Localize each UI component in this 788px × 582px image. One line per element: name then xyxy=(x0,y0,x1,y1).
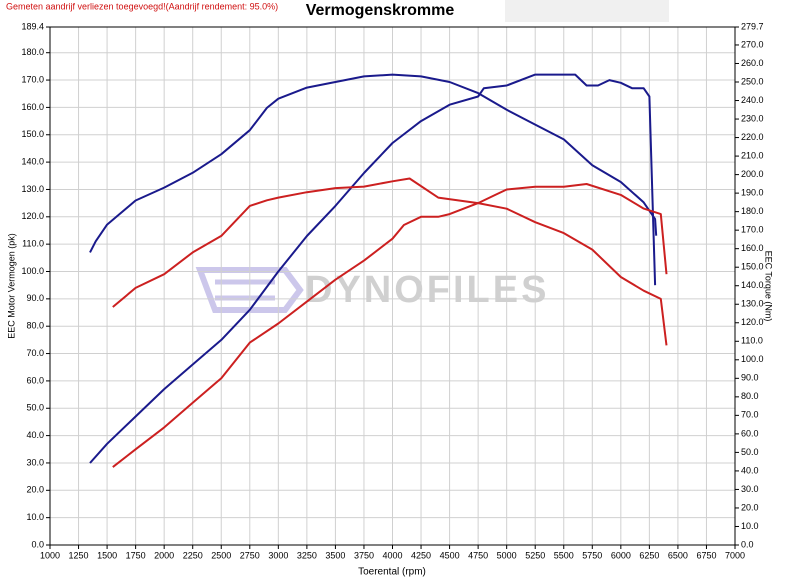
series-line xyxy=(89,73,658,253)
y2-tick-label: 30.0 xyxy=(741,484,759,494)
y2-tick-label: 190.0 xyxy=(741,187,764,197)
x-tick-label: 2250 xyxy=(183,550,203,560)
x-axis-label: Toerental (rpm) xyxy=(358,567,426,578)
x-tick-label: 6000 xyxy=(611,550,631,560)
logo-shape xyxy=(195,267,304,313)
y2-tick-label: 170.0 xyxy=(741,225,764,235)
y-tick-label: 80.0 xyxy=(26,321,44,331)
y-tick-label: 189.4 xyxy=(21,21,44,31)
x-tick-label: 4250 xyxy=(411,550,431,560)
y-tick-label: 30.0 xyxy=(26,457,44,467)
y2-tick-label: 279.7 xyxy=(741,21,764,31)
y-tick-label: 50.0 xyxy=(26,403,44,413)
x-tick-label: 3250 xyxy=(297,550,317,560)
series-line xyxy=(112,183,668,468)
y2-tick-label: 240.0 xyxy=(741,95,764,105)
y2-tick-label: 230.0 xyxy=(741,113,764,123)
y2-tick-label: 150.0 xyxy=(741,262,764,272)
x-tick-label: 4750 xyxy=(468,550,488,560)
y-tick-label: 40.0 xyxy=(26,430,44,440)
x-tick-label: 5000 xyxy=(497,550,517,560)
y2-tick-label: 140.0 xyxy=(741,280,764,290)
y2-tick-label: 220.0 xyxy=(741,132,764,142)
x-tick-label: 2500 xyxy=(211,550,231,560)
y2-axis-label: EEC Torque (Nm) xyxy=(764,251,774,322)
x-tick-label: 4500 xyxy=(440,550,460,560)
x-tick-label: 6250 xyxy=(639,550,659,560)
y2-tick-label: 0.0 xyxy=(741,539,754,549)
x-tick-label: 6500 xyxy=(668,550,688,560)
y2-tick-label: 260.0 xyxy=(741,58,764,68)
y2-tick-label: 20.0 xyxy=(741,502,759,512)
y2-tick-label: 80.0 xyxy=(741,391,759,401)
logo-lines xyxy=(215,279,275,301)
y2-tick-label: 200.0 xyxy=(741,169,764,179)
y-tick-label: 130.0 xyxy=(21,184,44,194)
y-tick-label: 160.0 xyxy=(21,102,44,112)
y2-tick-label: 100.0 xyxy=(741,354,764,364)
y-tick-label: 150.0 xyxy=(21,129,44,139)
x-tick-label: 1000 xyxy=(40,550,60,560)
x-tick-label: 1250 xyxy=(69,550,89,560)
x-tick-label: 5500 xyxy=(554,550,574,560)
y2-tick-label: 40.0 xyxy=(741,465,759,475)
x-tick-label: 7000 xyxy=(725,550,745,560)
x-tick-label: 4000 xyxy=(382,550,402,560)
y2-tick-label: 60.0 xyxy=(741,428,759,438)
header-box xyxy=(505,0,669,22)
x-tick-label: 1500 xyxy=(97,550,117,560)
y-tick-label: 70.0 xyxy=(26,348,44,358)
y2-tick-label: 180.0 xyxy=(741,206,764,216)
y2-tick-label: 70.0 xyxy=(741,410,759,420)
watermark-logo xyxy=(195,267,304,313)
y2-tick-label: 50.0 xyxy=(741,447,759,457)
chart-title: Vermogenskromme xyxy=(306,2,455,19)
y2-tick-label: 110.0 xyxy=(741,336,763,346)
y2-tick-label: 90.0 xyxy=(741,373,759,383)
x-tick-label: 5250 xyxy=(525,550,545,560)
y-tick-label: 140.0 xyxy=(21,156,44,166)
series-line xyxy=(112,177,668,346)
y-tick-label: 170.0 xyxy=(21,74,44,84)
y2-tick-label: 210.0 xyxy=(741,150,764,160)
y-tick-label: 110.0 xyxy=(22,239,44,249)
y2-tick-label: 120.0 xyxy=(741,317,764,327)
x-tick-label: 6750 xyxy=(696,550,716,560)
y-axis-label: EEC Motor Vermogen (pk) xyxy=(6,233,16,339)
x-tick-label: 3750 xyxy=(354,550,374,560)
y2-tick-label: 130.0 xyxy=(741,299,764,309)
note: Gemeten aandrijf verliezen toegevoegd!(A… xyxy=(6,1,278,11)
y-tick-label: 60.0 xyxy=(26,375,44,385)
y2-tick-label: 250.0 xyxy=(741,76,764,86)
x-tick-label: 5750 xyxy=(582,550,602,560)
x-tick-label: 3000 xyxy=(268,550,288,560)
y2-tick-label: 10.0 xyxy=(741,521,759,531)
x-tick-label: 1750 xyxy=(126,550,146,560)
y2-tick-label: 270.0 xyxy=(741,39,764,49)
x-tick-label: 2000 xyxy=(154,550,174,560)
y2-tick-label: 160.0 xyxy=(741,243,764,253)
x-tick-label: 3500 xyxy=(325,550,345,560)
y-tick-label: 20.0 xyxy=(26,485,44,495)
y-tick-label: 120.0 xyxy=(21,211,44,221)
y-tick-label: 10.0 xyxy=(26,512,44,522)
y-tick-label: 90.0 xyxy=(26,293,44,303)
y-tick-label: 180.0 xyxy=(21,47,44,57)
y-tick-label: 0.0 xyxy=(31,539,44,549)
series-line xyxy=(89,73,657,464)
x-tick-label: 2750 xyxy=(240,550,260,560)
y-tick-label: 100.0 xyxy=(21,266,44,276)
